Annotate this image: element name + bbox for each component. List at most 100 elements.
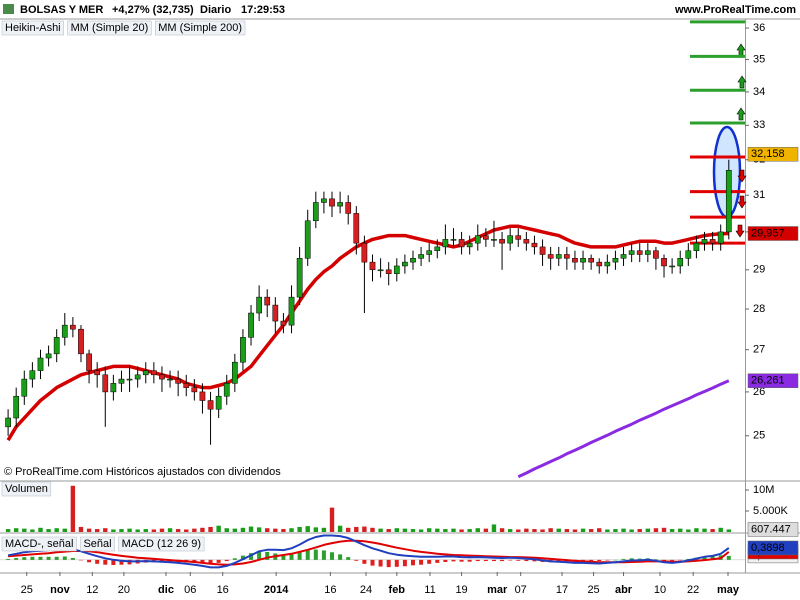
x-tick-label: 2014 <box>264 584 289 596</box>
candle-body <box>685 250 692 259</box>
histogram-bar <box>378 559 383 567</box>
histogram-bar <box>500 559 505 562</box>
volume-bar <box>289 528 294 532</box>
candle-body <box>483 235 489 240</box>
histogram-bar <box>62 556 67 560</box>
series-line <box>517 379 730 479</box>
histogram-bar <box>475 559 480 562</box>
histogram-bar <box>265 551 270 560</box>
volume-bar <box>378 528 383 532</box>
volume-bar <box>5 529 11 532</box>
candle-body <box>499 239 505 244</box>
volume-bar <box>451 528 456 532</box>
histogram-bar <box>402 559 407 567</box>
candle-body <box>215 395 222 410</box>
histogram-bar <box>386 559 391 568</box>
histogram-bar <box>249 553 254 560</box>
x-tick-label: 20 <box>118 584 130 596</box>
volume-bar <box>248 526 254 532</box>
y-tick-label: 5.000K <box>753 505 789 517</box>
histogram-bar <box>281 554 286 560</box>
candle-body <box>167 378 173 381</box>
value-box <box>747 146 799 162</box>
volume-bar <box>200 527 205 532</box>
volume-bar <box>86 528 92 532</box>
volume-bar <box>192 528 197 532</box>
candle-body <box>159 374 165 380</box>
header-icon <box>3 4 14 14</box>
candle-body <box>264 296 271 306</box>
volume-bar <box>483 528 489 532</box>
volume-bar <box>653 528 659 532</box>
legend-label: MACD (12 26 9) <box>122 538 201 550</box>
down-arrow <box>735 224 745 238</box>
legend-label: MACD-, señal <box>5 538 73 550</box>
histogram-bar <box>516 559 521 561</box>
volume-bar <box>103 528 108 532</box>
candle-body <box>612 258 619 263</box>
candle-body <box>37 357 44 371</box>
change: +4,27% (32,735) <box>112 4 194 16</box>
histogram-bar <box>621 558 626 560</box>
candle-body <box>102 374 109 393</box>
x-tick-label: 16 <box>217 584 229 596</box>
x-tick-label: 07 <box>515 584 527 596</box>
volume-bar <box>281 529 286 532</box>
histogram-bar <box>629 558 634 560</box>
histogram-bar <box>95 559 100 564</box>
volume-bar <box>556 528 561 532</box>
histogram-bar <box>597 559 602 562</box>
candle-body <box>240 337 246 363</box>
volume-bar <box>232 528 238 532</box>
candle-body <box>555 254 562 259</box>
candle-body <box>86 353 92 371</box>
volume-bar <box>507 529 513 532</box>
candle-body <box>369 261 376 271</box>
value-box <box>747 522 799 537</box>
volume-bar <box>329 507 335 532</box>
y-tick-label: 10M <box>753 484 774 496</box>
x-tick-label: feb <box>389 584 406 596</box>
candle-body <box>644 250 651 255</box>
candle-body <box>531 242 538 248</box>
volume-bar <box>540 529 545 532</box>
volume-bar <box>588 529 594 532</box>
candle-body <box>288 296 295 326</box>
volume-bar <box>629 529 634 532</box>
candle-body <box>628 250 635 255</box>
histogram-bar <box>662 559 667 561</box>
candle-body <box>345 202 352 214</box>
volume-bar <box>613 529 618 532</box>
histogram-bar <box>289 554 294 560</box>
histogram-bar <box>240 555 245 560</box>
series-line <box>7 534 730 569</box>
histogram-bar <box>637 558 642 560</box>
volume-bar <box>184 529 189 532</box>
volume-bar <box>305 526 310 532</box>
x-tick-label: abr <box>615 584 633 596</box>
x-tick-label: mar <box>487 584 508 596</box>
histogram-bar <box>589 559 594 562</box>
x-tick-label: may <box>717 584 740 596</box>
x-tick-label: 17 <box>556 584 568 596</box>
time: 17:29:53 <box>241 4 285 16</box>
histogram-bar <box>508 559 513 561</box>
candle-body <box>515 235 522 240</box>
candle-body <box>653 250 659 259</box>
histogram-bar <box>87 559 92 563</box>
legend-box <box>155 20 246 36</box>
candle-body <box>474 235 481 244</box>
histogram-bar <box>103 559 108 565</box>
volume-bar <box>394 528 399 532</box>
histogram-bar <box>419 559 424 565</box>
candle-body <box>669 265 675 268</box>
histogram-bar <box>605 559 610 561</box>
site: www.ProRealTime.com <box>674 4 796 16</box>
histogram-bar <box>111 559 116 566</box>
volume-bar <box>597 528 602 532</box>
level-arrows <box>736 43 747 121</box>
value-box-label: 0,3898 <box>751 542 785 554</box>
histogram-bar <box>346 557 351 560</box>
volume-bar <box>645 528 651 532</box>
histogram-bar <box>451 559 456 562</box>
